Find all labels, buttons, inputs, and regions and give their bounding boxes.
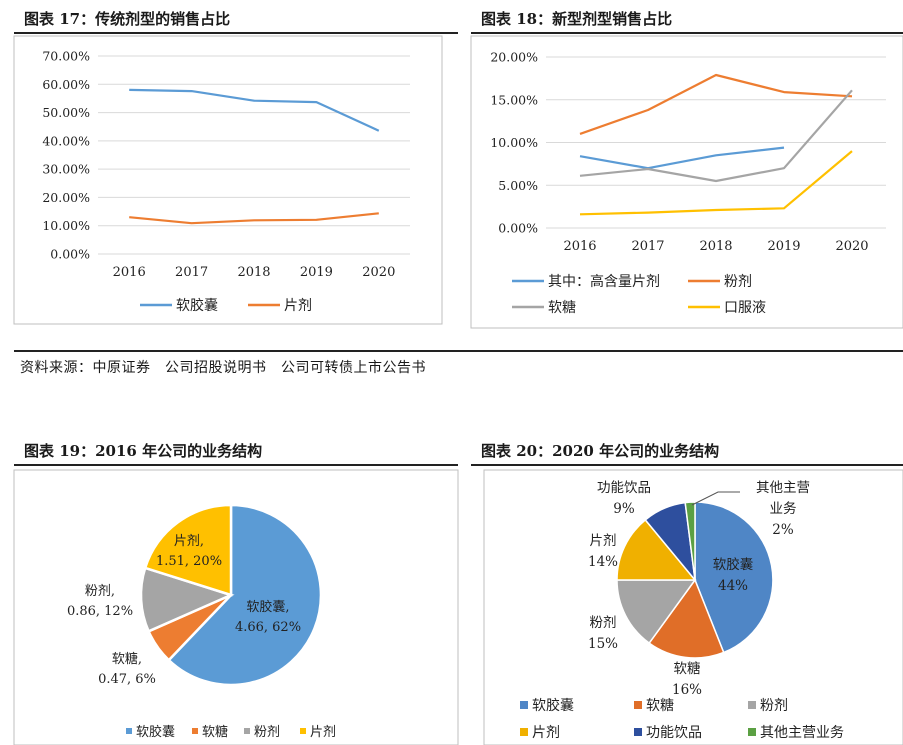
fig17-series-line-0 — [129, 88, 380, 132]
fig18-xtick-label: 2017 — [631, 239, 664, 254]
fig20-data-label: 16% — [672, 682, 702, 698]
fig20-legend-swatch — [520, 701, 528, 709]
fig17-legend-label: 软胶囊 — [176, 297, 218, 314]
fig18-ytick-label: 15.00% — [490, 92, 538, 107]
fig18-ytick-label: 5.00% — [498, 178, 538, 193]
fig17-xtick-label: 2018 — [237, 265, 270, 280]
fig18-series-line-2 — [579, 89, 853, 183]
fig20-pie-slice-5 — [684, 501, 696, 581]
fig20-legend-swatch — [520, 728, 528, 736]
fig19-data-label: 0.47, 6% — [98, 672, 156, 687]
fig20-data-label: 粉剂 — [590, 615, 617, 631]
fig20-legend-label: 软胶囊 — [532, 697, 574, 714]
fig17-ytick-label: 40.00% — [42, 133, 90, 148]
fig20-leader-line — [691, 491, 740, 506]
fig18-xtick-label: 2020 — [835, 239, 868, 254]
fig18-legend-label: 口服液 — [724, 300, 766, 316]
fig20-title: 图表 20：2020 年公司的业务结构 — [481, 442, 720, 460]
fig20-data-label: 业务 — [770, 501, 797, 517]
fig18-ytick-label: 20.00% — [490, 50, 538, 65]
fig20-legend-label: 功能饮品 — [646, 725, 702, 741]
fig19-pie-slice-0 — [167, 503, 323, 687]
fig19-legend-label: 软糖 — [202, 724, 228, 740]
fig19-legend-swatch — [126, 728, 132, 734]
fig18-ytick-label: 10.00% — [490, 135, 538, 150]
fig19-data-label: 4.66, 62% — [235, 620, 301, 635]
fig20-legend-swatch — [748, 728, 756, 736]
fig17-xtick-label: 2016 — [113, 265, 146, 280]
fig19-data-label: 片剂, — [174, 534, 204, 549]
fig19-title: 图表 19：2016 年公司的业务结构 — [24, 442, 263, 460]
fig19-legend-label: 片剂 — [310, 725, 336, 740]
fig19-legend-swatch — [244, 728, 250, 734]
fig18-legend-label: 软糖 — [548, 300, 576, 316]
fig17-ytick-label: 60.00% — [42, 77, 90, 92]
fig19-legend-swatch — [300, 728, 306, 734]
fig19-legend-label: 粉剂 — [254, 725, 280, 740]
source-rule — [14, 350, 903, 352]
fig18-frame — [470, 35, 903, 329]
fig17-series-line-1 — [129, 212, 379, 225]
fig18-title: 图表 18：新型剂型销售占比 — [481, 10, 673, 28]
fig17-ytick-label: 10.00% — [42, 218, 90, 233]
fig20-data-label: 14% — [588, 554, 618, 570]
fig19-pie-slice-3 — [143, 503, 233, 597]
fig17-ytick-label: 30.00% — [42, 162, 90, 177]
fig20-legend-label: 其他主营业务 — [760, 725, 844, 741]
fig20-data-label: 片剂 — [590, 533, 617, 549]
fig19-data-label: 粉剂, — [85, 584, 115, 599]
fig19-pie-slice-2 — [139, 566, 235, 633]
fig20-data-label: 功能饮品 — [597, 480, 651, 496]
fig20-legend-label: 片剂 — [532, 725, 560, 741]
fig18-series-line-1 — [579, 73, 853, 135]
fig20-data-label: 其他主营 — [756, 480, 810, 496]
fig17-xtick-label: 2020 — [362, 265, 395, 280]
fig20-legend-swatch — [748, 701, 756, 709]
fig20-data-label: 15% — [588, 636, 618, 652]
fig20-title-rule — [471, 464, 903, 466]
fig20-data-label: 软胶囊 — [713, 556, 754, 573]
fig19-data-label: 1.51, 20% — [156, 554, 222, 569]
fig20-legend-label: 粉剂 — [760, 698, 788, 714]
fig17-ytick-label: 70.00% — [42, 49, 90, 64]
source-note: 资料来源：中原证券 公司招股说明书 公司可转债上市公告书 — [20, 360, 426, 376]
fig20-data-label: 软糖 — [674, 661, 701, 677]
fig20-legend-swatch — [634, 701, 642, 709]
fig18-xtick-label: 2016 — [563, 239, 596, 254]
fig17-ytick-label: 0.00% — [50, 247, 90, 262]
fig20-data-label: 9% — [613, 501, 635, 517]
fig19-legend-label: 软胶囊 — [136, 724, 175, 740]
fig17-title: 图表 17：传统剂型的销售占比 — [24, 10, 231, 28]
fig18-legend-label: 粉剂 — [724, 274, 752, 290]
fig18-series-line-3 — [579, 150, 853, 216]
fig19-data-label: 软糖, — [112, 651, 142, 667]
fig20-pie-slice-2 — [616, 579, 697, 645]
fig17-ytick-label: 50.00% — [42, 105, 90, 120]
fig20-pie-slice-3 — [616, 518, 697, 581]
fig18-legend-label: 其中：高含量片剂 — [548, 273, 660, 290]
fig17-ytick-label: 20.00% — [42, 190, 90, 205]
fig20-data-label: 44% — [718, 578, 748, 594]
fig17-legend-label: 片剂 — [284, 298, 312, 314]
fig19-data-label: 软胶囊, — [246, 599, 289, 615]
fig20-pie-slice-0 — [694, 501, 774, 654]
fig18-xtick-label: 2018 — [699, 239, 732, 254]
fig20-pie-slice-1 — [648, 578, 725, 659]
fig20-data-label: 2% — [772, 522, 794, 538]
fig18-ytick-label: 0.00% — [498, 221, 538, 236]
fig19-legend-swatch — [192, 728, 198, 734]
fig18-series-line-0 — [579, 146, 785, 170]
fig17-title-rule — [14, 32, 458, 34]
fig18-xtick-label: 2019 — [767, 239, 800, 254]
fig17-xtick-label: 2019 — [300, 265, 333, 280]
fig19-title-rule — [14, 464, 458, 466]
fig20-legend-label: 软糖 — [646, 698, 674, 714]
fig20-legend-swatch — [634, 728, 642, 736]
fig17-xtick-label: 2017 — [175, 265, 208, 280]
fig18-title-rule — [471, 32, 903, 34]
fig19-data-label: 0.86, 12% — [67, 604, 133, 619]
